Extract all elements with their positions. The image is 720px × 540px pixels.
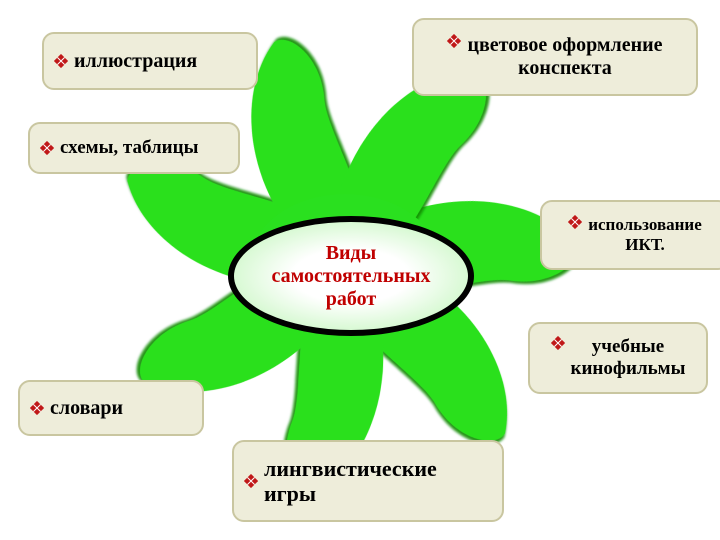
concept-box-dictionaries: словари bbox=[18, 380, 204, 436]
diamond-bullet-icon bbox=[551, 336, 565, 350]
concept-box-label: иллюстрация bbox=[74, 50, 197, 73]
concept-box-label: использование ИКТ. bbox=[588, 215, 702, 254]
concept-box-label: цветовое оформление конспекта bbox=[467, 34, 662, 80]
concept-box-illustration: иллюстрация bbox=[42, 32, 258, 90]
concept-box-ling-games: лингвистические игры bbox=[232, 440, 504, 522]
diamond-bullet-icon bbox=[40, 141, 54, 155]
concept-box-schemes-tables: схемы, таблицы bbox=[28, 122, 240, 174]
concept-box-label: схемы, таблицы bbox=[60, 137, 198, 159]
diamond-bullet-icon bbox=[568, 215, 582, 229]
center-title-oval: Виды самостоятельных работ bbox=[228, 216, 474, 336]
concept-box-label: лингвистические игры bbox=[264, 456, 437, 507]
concept-box-ict: использование ИКТ. bbox=[540, 200, 720, 270]
diamond-bullet-icon bbox=[244, 474, 258, 488]
diamond-bullet-icon bbox=[30, 401, 44, 415]
concept-box-label: учебные кинофильмы bbox=[571, 336, 686, 380]
diamond-bullet-icon bbox=[447, 34, 461, 48]
diamond-bullet-icon bbox=[54, 54, 68, 68]
concept-box-label: словари bbox=[50, 397, 123, 420]
center-title-text: Виды самостоятельных работ bbox=[272, 242, 431, 311]
concept-box-color-design: цветовое оформление конспекта bbox=[412, 18, 698, 96]
concept-box-movies: учебные кинофильмы bbox=[528, 322, 708, 394]
diagram-stage: Виды самостоятельных работ иллюстрация ц… bbox=[0, 0, 720, 540]
